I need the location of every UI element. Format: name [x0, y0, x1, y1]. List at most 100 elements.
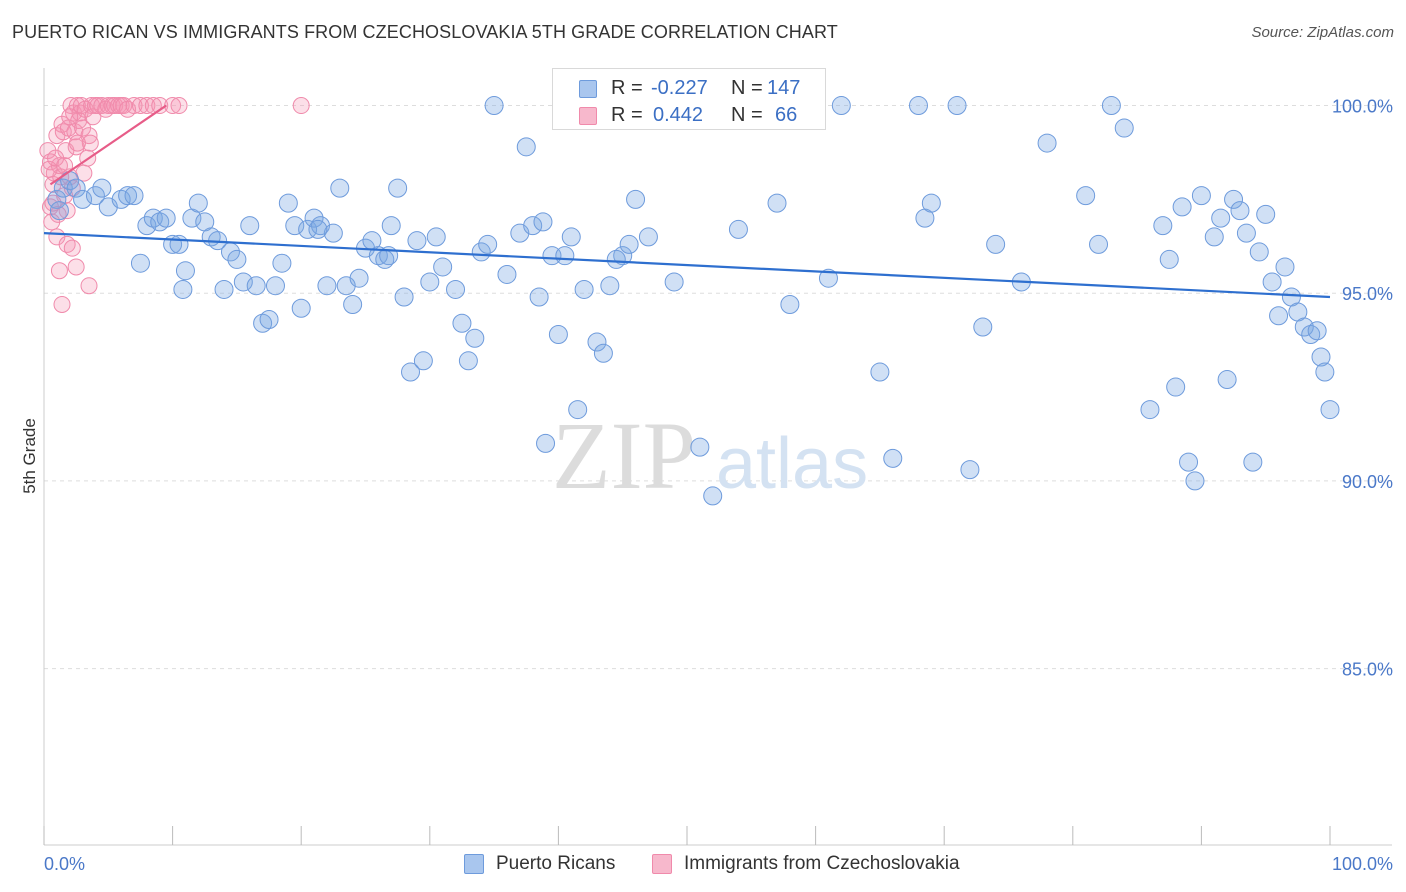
data-point-puerto-rican [664, 272, 684, 292]
data-point-czechoslovakia [81, 134, 99, 152]
data-point-puerto-rican [92, 178, 112, 198]
data-point-puerto-rican [1320, 400, 1340, 420]
data-point-puerto-rican [413, 351, 433, 371]
data-point-puerto-rican [1101, 96, 1121, 116]
chart-source: Source: ZipAtlas.com [1251, 24, 1394, 41]
data-point-puerto-rican [568, 400, 588, 420]
data-point-puerto-rican [381, 216, 401, 236]
data-point-puerto-rican [638, 227, 658, 247]
data-point-puerto-rican [600, 276, 620, 296]
data-point-puerto-rican [349, 268, 369, 288]
data-point-czechoslovakia [89, 97, 107, 115]
data-point-czechoslovakia [131, 97, 149, 115]
data-point-puerto-rican [388, 178, 408, 198]
data-point-puerto-rican [1301, 325, 1321, 345]
data-point-puerto-rican [66, 178, 86, 198]
data-point-puerto-rican [1153, 216, 1173, 236]
data-point-puerto-rican [433, 257, 453, 277]
data-point-puerto-rican [1256, 204, 1276, 224]
data-point-puerto-rican [619, 234, 639, 254]
data-point-puerto-rican [233, 272, 253, 292]
data-point-puerto-rican [921, 193, 941, 213]
data-point-puerto-rican [1166, 377, 1186, 397]
data-point-puerto-rican [870, 362, 890, 382]
data-point-puerto-rican [304, 208, 324, 228]
data-point-puerto-rican [529, 287, 549, 307]
data-point-puerto-rican [214, 279, 234, 299]
axes [43, 68, 1392, 846]
legend-swatch-pink [652, 854, 672, 874]
data-point-puerto-rican [1307, 321, 1327, 341]
data-point-puerto-rican [548, 325, 568, 345]
data-point-puerto-rican [587, 332, 607, 352]
data-point-puerto-rican [124, 186, 144, 206]
data-point-puerto-rican [401, 362, 421, 382]
gridlines [44, 105, 1392, 670]
data-point-czechoslovakia [67, 258, 85, 276]
data-point-puerto-rican [1179, 452, 1199, 472]
data-point-puerto-rican [458, 351, 478, 371]
data-point-puerto-rican [259, 309, 279, 329]
data-point-czechoslovakia [138, 97, 156, 115]
data-point-puerto-rican [883, 448, 903, 468]
data-point-puerto-rican [278, 193, 298, 213]
data-point-puerto-rican [272, 253, 292, 273]
data-point-puerto-rican [1159, 249, 1179, 269]
data-point-puerto-rican [130, 253, 150, 273]
data-point-puerto-rican [394, 287, 414, 307]
data-point-puerto-rican [484, 96, 504, 116]
data-point-czechoslovakia [58, 202, 76, 220]
data-point-puerto-rican [533, 212, 553, 232]
legend-label-puerto-ricans: Puerto Ricans [496, 853, 616, 874]
data-point-puerto-rican [606, 249, 626, 269]
legend-r-value: -0.227 [651, 77, 708, 99]
data-point-puerto-rican [690, 437, 710, 457]
y-tick-label: 95.0% [1342, 284, 1393, 304]
data-point-puerto-rican [1315, 362, 1335, 382]
data-point-czechoslovakia [44, 194, 62, 212]
data-point-puerto-rican [246, 276, 266, 296]
data-point-czechoslovakia [50, 262, 68, 280]
data-point-puerto-rican [1294, 317, 1314, 337]
data-point-czechoslovakia [68, 134, 86, 152]
data-point-puerto-rican [85, 186, 105, 206]
legend-r-label: R = [611, 77, 643, 99]
x-ticks: 0.0% 100.0% [43, 826, 1393, 874]
data-point-puerto-rican [1211, 208, 1231, 228]
data-point-puerto-rican [1037, 133, 1057, 153]
data-point-puerto-rican [471, 242, 491, 262]
watermark-atlas: atlas [716, 424, 868, 504]
correlation-legend: R = -0.227 N = 147 R = 0.442 N = 66 [552, 68, 826, 130]
data-point-puerto-rican [1269, 306, 1289, 326]
legend-r-value: 0.442 [653, 104, 704, 126]
data-point-puerto-rican [285, 216, 305, 236]
data-point-puerto-rican [1191, 186, 1211, 206]
data-point-puerto-rican [118, 186, 138, 206]
data-point-puerto-rican [818, 268, 838, 288]
data-point-puerto-rican [227, 249, 247, 269]
data-point-puerto-rican [420, 272, 440, 292]
data-point-puerto-rican [446, 279, 466, 299]
data-point-puerto-rican [240, 216, 260, 236]
data-point-puerto-rican [291, 298, 311, 318]
data-point-czechoslovakia [151, 97, 169, 115]
data-point-puerto-rican [343, 294, 363, 314]
legend-r-label: R = [611, 104, 643, 126]
legend-n-label: N = [731, 77, 763, 99]
data-point-puerto-rican [298, 219, 318, 239]
data-point-puerto-rican [253, 313, 273, 333]
data-point-puerto-rican [150, 212, 170, 232]
data-point-puerto-rican [47, 189, 67, 209]
data-point-puerto-rican [1076, 186, 1096, 206]
data-point-puerto-rican [1185, 471, 1205, 491]
watermark: ZIP atlas [552, 402, 868, 509]
data-point-puerto-rican [555, 246, 575, 266]
legend-swatch-blue [579, 80, 597, 98]
data-point-czechoslovakia [53, 295, 71, 313]
data-point-puerto-rican [1230, 201, 1250, 221]
data-point-puerto-rican [1089, 234, 1109, 254]
data-point-puerto-rican [1236, 223, 1256, 243]
data-point-czechoslovakia [106, 97, 124, 115]
data-point-puerto-rican [368, 246, 388, 266]
